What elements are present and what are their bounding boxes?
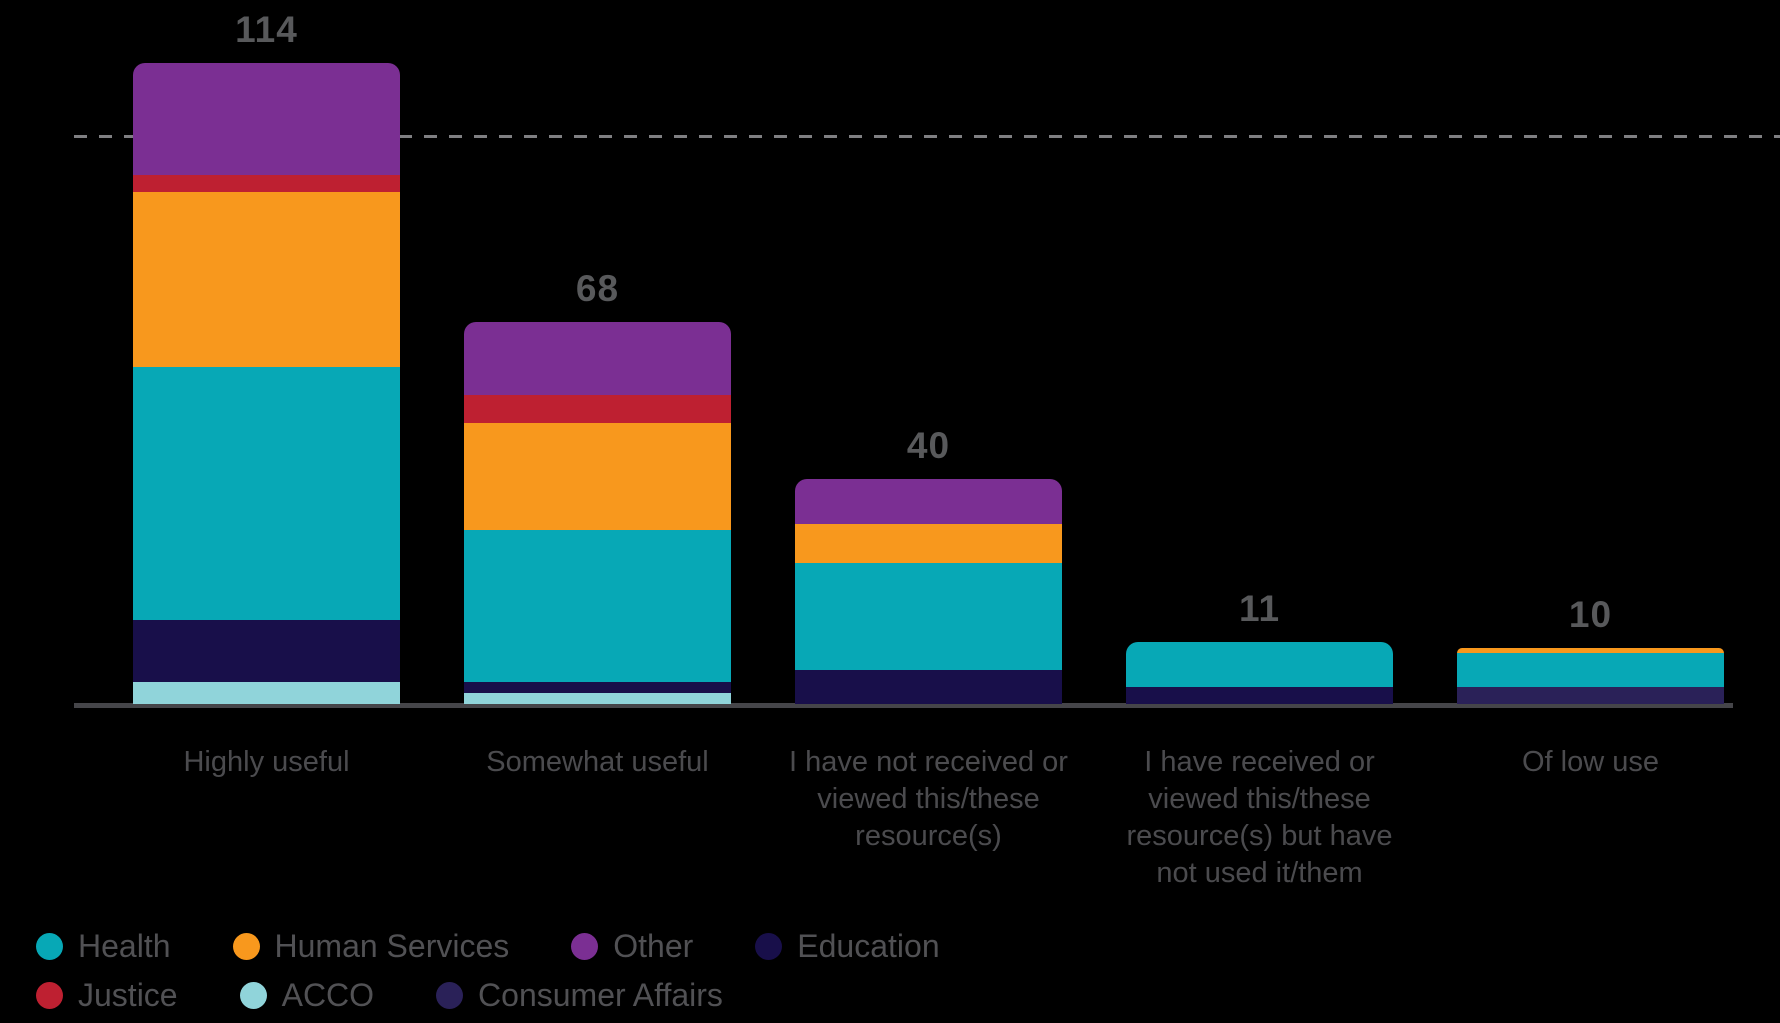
x-axis-label: Of low use [1411, 744, 1771, 781]
legend-item-education: Education [755, 928, 940, 965]
legend: Health Human Services Other Education Justic… [36, 928, 940, 1014]
legend-item-acco: ACCO [239, 977, 375, 1014]
x-axis-label-line: viewed this/these [817, 783, 1040, 815]
legend-dot-icon [36, 982, 63, 1009]
bar-segment-human-services [133, 192, 400, 367]
legend-label: Other [613, 928, 694, 964]
bar-segment-health [1457, 653, 1724, 688]
bar-segment-other [795, 479, 1062, 525]
legend-item-health: Health [36, 928, 171, 965]
x-axis-label-line: Highly useful [183, 746, 350, 778]
x-axis-label-line: resource(s) [855, 820, 1002, 852]
x-axis-label-line: I have received or [1144, 746, 1375, 778]
reference-dashed-line [74, 135, 1780, 139]
bar-segment-education [795, 670, 1062, 704]
x-axis-label-line: viewed this/these [1148, 783, 1371, 815]
bar-segment-justice [133, 175, 400, 193]
bar-segment-health [795, 563, 1062, 671]
x-axis-label: I have received or viewed this/these resou… [1080, 744, 1440, 892]
legend-row: Justice ACCO Consumer Affairs [36, 977, 940, 1014]
bar-segment-education [1126, 687, 1393, 704]
x-axis-line [74, 703, 1733, 708]
x-axis-label-line: resource(s) but have [1126, 820, 1393, 852]
legend-label: Consumer Affairs [478, 977, 723, 1013]
legend-item-justice: Justice [36, 977, 178, 1014]
x-axis-label-line: Somewhat useful [486, 746, 709, 778]
bar-value-label: 40 [906, 425, 951, 467]
legend-label: Education [797, 928, 940, 964]
legend-label: Health [78, 928, 171, 964]
bar-segment-justice [464, 394, 731, 423]
bar-segment-consumer-affairs [1457, 687, 1724, 704]
legend-row: Health Human Services Other Education [36, 928, 940, 965]
bar-segment-health [1126, 642, 1393, 688]
x-axis-label-line: Of low use [1522, 746, 1659, 778]
x-axis-label: Somewhat useful [418, 744, 778, 781]
bar-segment-human-services [464, 422, 731, 530]
x-axis-label-line: not used it/them [1156, 857, 1363, 889]
legend-dot-icon [436, 982, 464, 1009]
legend-dot-icon [239, 982, 267, 1009]
legend-label: Justice [78, 977, 178, 1013]
bar-segment-education [133, 619, 400, 682]
legend-dot-icon [571, 933, 599, 960]
legend-item-consumer-affairs: Consumer Affairs [436, 977, 723, 1014]
bar-segment-human-services [1457, 647, 1724, 654]
bar-segment-health [464, 529, 731, 682]
legend-dot-icon [232, 933, 260, 960]
x-axis-label: I have not received or viewed this/these r… [749, 744, 1109, 855]
bar-segment-education [464, 681, 731, 693]
bar-segment-acco [133, 681, 400, 704]
bar-segment-human-services [795, 524, 1062, 564]
legend-dot-icon [755, 933, 783, 960]
legend-dot-icon [36, 933, 63, 960]
bar-value-label: 11 [1238, 588, 1281, 630]
legend-label: ACCO [281, 977, 375, 1013]
bar-segment-acco [464, 692, 731, 704]
legend-item-human-services: Human Services [232, 928, 510, 965]
legend-item-other: Other [571, 928, 693, 965]
bar-segment-health [133, 366, 400, 620]
x-axis-label: Highly useful [87, 744, 447, 781]
bar-segment-other [133, 63, 400, 176]
x-axis-label-line: I have not received or [789, 746, 1068, 778]
bar-value-label: 68 [575, 267, 620, 309]
bar-segment-other [464, 321, 731, 395]
bar-value-label: 114 [235, 9, 298, 50]
bar-value-label: 10 [1568, 593, 1613, 635]
legend-label: Human Services [274, 928, 510, 964]
